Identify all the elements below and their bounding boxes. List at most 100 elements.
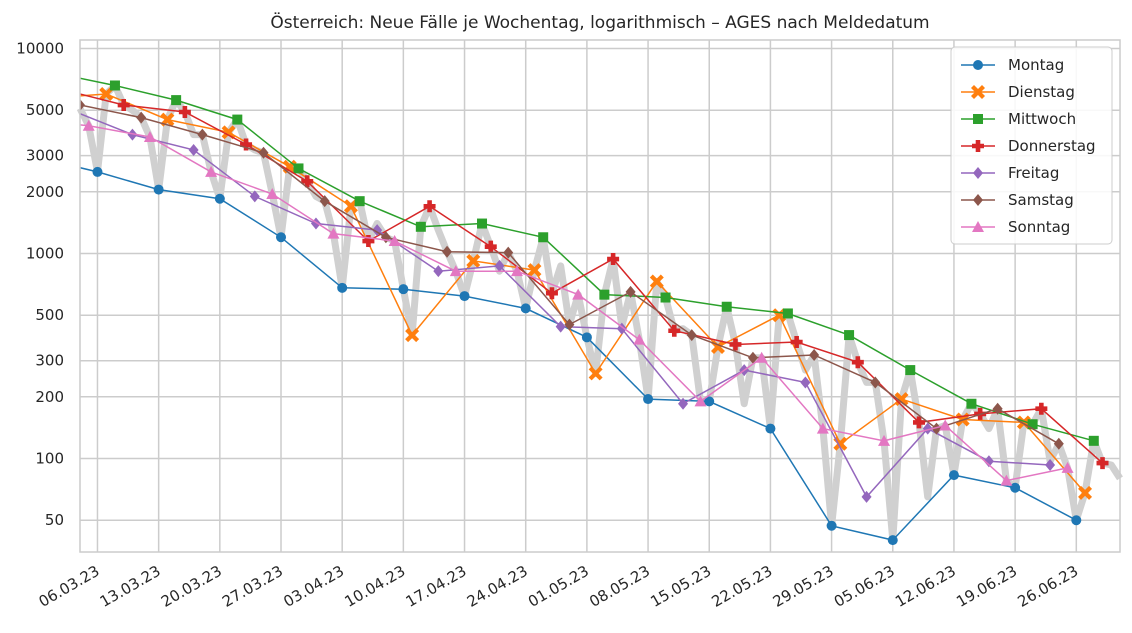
data-point [388, 235, 401, 247]
legend-item-donnerstag: Donnerstag [961, 137, 1096, 155]
x-marker-stroke [894, 392, 909, 407]
data-point [878, 434, 891, 446]
data-point [538, 232, 549, 243]
data-point [433, 265, 444, 278]
data-point [442, 245, 453, 258]
data-point [599, 289, 610, 300]
data-point [415, 221, 426, 232]
grid [80, 40, 1120, 552]
data-point [1027, 419, 1038, 430]
data-point [844, 330, 855, 341]
legend-item-montag: Montag [961, 56, 1064, 74]
legend-item-samstag: Samstag [961, 191, 1074, 209]
data-point [99, 86, 114, 101]
data-point [232, 114, 243, 125]
legend-marker [972, 140, 984, 152]
data-point [188, 143, 199, 156]
series-layer [80, 77, 1109, 546]
y-tick-label: 200 [35, 388, 64, 406]
data-point [171, 95, 182, 106]
y-tick-label: 50 [45, 511, 64, 529]
data-point [153, 184, 164, 195]
data-point [607, 253, 620, 266]
data-point [826, 520, 837, 531]
data-point [92, 166, 103, 177]
data-point [503, 246, 514, 259]
data-point [887, 535, 898, 546]
data-point [466, 253, 481, 268]
legend-item-mittwoch: Mittwoch [961, 110, 1076, 128]
x-marker-stroke [649, 274, 664, 289]
data-point [765, 423, 776, 434]
legend-marker [971, 85, 985, 99]
data-point [800, 376, 811, 389]
legend-label: Montag [1008, 56, 1064, 74]
series-line [80, 93, 1103, 464]
data-point [581, 332, 592, 343]
data-point [520, 303, 531, 314]
data-point [109, 80, 120, 91]
y-axis-ticks: 50 100 200 300 500 1000 2000 3000 5000 10000 [16, 39, 64, 529]
data-point [948, 470, 959, 481]
data-point [343, 199, 358, 214]
legend: Montag Dienstag Mittwoch Donnerstag Freitag S… [950, 46, 1113, 245]
series-donnerstag [80, 93, 1109, 470]
y-tick-label: 1000 [26, 245, 64, 263]
x-marker-stroke [772, 308, 787, 323]
data-point [1078, 485, 1093, 500]
data-point [1061, 461, 1074, 473]
legend-item-dienstag: Dienstag [961, 83, 1075, 101]
data-point [266, 188, 279, 200]
legend-label: Sonntag [1008, 218, 1070, 236]
data-point [459, 291, 470, 302]
data-point [1088, 435, 1099, 446]
data-point [221, 125, 236, 140]
x-marker-stroke [710, 339, 725, 354]
data-point [992, 402, 1003, 415]
data-point [588, 366, 603, 381]
data-point [214, 193, 225, 204]
data-point [398, 284, 409, 295]
data-point [1053, 437, 1064, 450]
data-point [790, 336, 803, 349]
x-marker-stroke [527, 263, 542, 278]
data-point [178, 106, 191, 119]
data-point [80, 99, 85, 112]
data-point [966, 398, 977, 409]
data-point [405, 328, 420, 343]
legend-item-sonntag: Sonntag [961, 218, 1070, 236]
legend-label: Freitag [1008, 164, 1059, 182]
data-point [240, 138, 253, 151]
data-point [197, 128, 208, 141]
data-point [337, 282, 348, 293]
data-point [1035, 402, 1048, 415]
data-point [1045, 458, 1056, 471]
data-point [477, 218, 488, 229]
series-line [80, 77, 1094, 442]
data-point [484, 240, 497, 253]
data-point [249, 190, 260, 203]
legend-marker [973, 60, 983, 70]
data-point [117, 99, 130, 112]
legend-label: Dienstag [1008, 83, 1075, 101]
data-point [1010, 482, 1021, 493]
legend-label: Mittwoch [1008, 110, 1076, 128]
data-point [755, 351, 768, 363]
data-point [449, 265, 462, 277]
legend-box [950, 46, 1113, 245]
data-point [704, 396, 715, 407]
data-point [782, 308, 793, 319]
series-line [80, 124, 1068, 482]
data-point [809, 348, 820, 361]
data-point [668, 324, 681, 337]
data-point [851, 356, 864, 369]
series-mittwoch [80, 77, 1099, 446]
data-point [127, 128, 138, 141]
x-marker-stroke [833, 436, 848, 451]
x-marker-stroke [1078, 485, 1093, 500]
y-tick-label: 10000 [16, 39, 64, 57]
data-point [555, 320, 566, 333]
data-point [747, 351, 758, 364]
series-samstag [80, 99, 1064, 450]
